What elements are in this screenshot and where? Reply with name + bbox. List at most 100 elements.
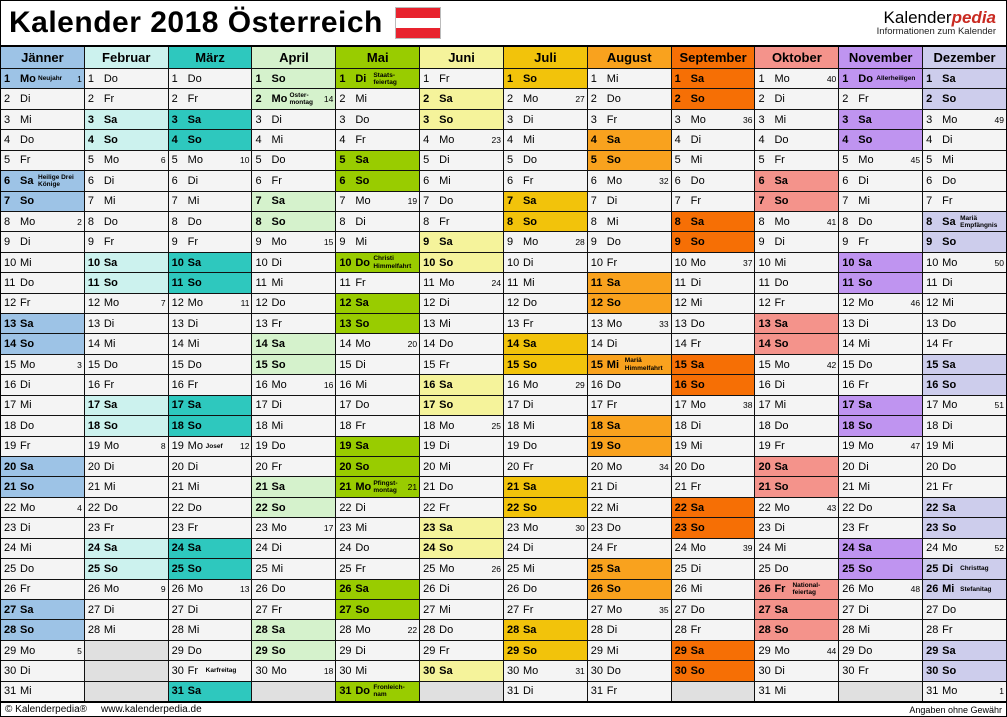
day-cell-april-2: 2 Mo Oster- montag 14 xyxy=(252,89,336,110)
day-number: 1 xyxy=(255,72,262,85)
weekday-label: Mi xyxy=(942,583,955,596)
day-cell-oktober-9: 9 Di xyxy=(755,232,839,253)
day-number: 6 xyxy=(926,174,933,187)
day-cell-m-rz-7: 7 Mi xyxy=(168,191,252,212)
day-cell-oktober-31: 31 Mi xyxy=(755,681,839,702)
day-cell-april-17: 17 Di xyxy=(252,395,336,417)
day-cell-august-15: 15 Mi Mariä Himmelfahrt xyxy=(587,354,671,376)
day-cell-juni-25: 25 Mo 26 xyxy=(420,559,503,580)
day-number: 26 xyxy=(423,583,436,596)
weekday-label: Do xyxy=(439,195,454,208)
weekday-label: Di xyxy=(187,174,199,187)
day-cell-mai-26: 26 Sa xyxy=(336,579,420,600)
weekday-label: Do xyxy=(522,154,538,167)
day-number: 26 xyxy=(87,583,101,596)
weekday-label: Mi xyxy=(858,624,870,637)
weekday-label: So xyxy=(187,562,202,575)
day-number: 29 xyxy=(842,644,855,657)
week-number: 39 xyxy=(742,543,753,554)
month-header-august: August xyxy=(587,47,672,69)
weekday-label: So xyxy=(690,236,705,249)
day-cell-juli-25: 25 Mi xyxy=(503,559,587,580)
weekday-label: Di xyxy=(20,521,31,534)
month-header-row: Jänner Februar März April Mai Juni Juli August S… xyxy=(1,47,1006,69)
day-number: 10 xyxy=(590,256,604,269)
day-cell-m-rz-9: 9 Fr xyxy=(168,232,252,253)
weekday-label: Do xyxy=(271,297,286,310)
day-number: 29 xyxy=(171,644,184,657)
day-number: 14 xyxy=(255,338,268,351)
day-number: 20 xyxy=(674,460,687,473)
website-link[interactable]: www.kalenderpedia.de xyxy=(101,704,202,715)
weekday-label: Mi xyxy=(522,276,535,289)
weekday-label: Mi xyxy=(20,399,32,412)
day-cell-dezember-10: 10 Mo 50 xyxy=(923,252,1006,274)
day-number: 25 xyxy=(423,562,436,575)
month-header-juni: Juni xyxy=(420,47,504,69)
day-cell-februar-3: 3 Sa xyxy=(84,109,168,131)
week-number: 32 xyxy=(659,175,669,186)
weekday-label: Mi xyxy=(858,481,870,494)
day-number: 28 xyxy=(590,624,604,637)
day-cell-dezember-29: 29 Sa xyxy=(923,640,1006,662)
day-number: 11 xyxy=(842,276,854,289)
weekday-label: Sa xyxy=(439,93,453,106)
day-cell-mai-12: 12 Sa xyxy=(336,293,420,315)
day-number: 9 xyxy=(87,236,94,249)
day-number: 1 xyxy=(87,72,94,85)
day-number: 20 xyxy=(506,460,520,473)
day-number: 11 xyxy=(171,276,184,289)
day-cell-april-6: 6 Fr xyxy=(252,171,336,192)
day-cell-oktober-7: 7 So xyxy=(755,191,839,212)
day-number: 12 xyxy=(171,297,184,310)
day-cell-august-9: 9 Do xyxy=(587,232,671,253)
weekday-label: So xyxy=(690,664,705,677)
weekday-label: Fr xyxy=(606,399,618,412)
day-cell-juli-9: 9 Mo 28 xyxy=(503,232,587,253)
week-number: 10 xyxy=(240,155,250,166)
weekday-label: Do xyxy=(774,562,789,575)
day-number: 24 xyxy=(842,542,855,555)
day-cell-november-26: 26 Mo 48 xyxy=(839,579,923,600)
weekday-label: Do xyxy=(690,317,705,330)
day-cell-august-23: 23 Do xyxy=(587,518,671,539)
day-cell-februar-15: 15 Do xyxy=(84,354,168,376)
weekday-label: So xyxy=(20,624,35,637)
day-cell-juli-18: 18 Mi xyxy=(503,416,587,437)
day-cell-november-18: 18 So xyxy=(839,416,923,437)
day-number: 5 xyxy=(926,154,933,167)
weekday-label: Fr xyxy=(355,276,366,289)
day-cell-februar-21: 21 Mi xyxy=(84,477,168,498)
holiday-label: Oster- montag xyxy=(289,91,313,107)
weekday-label: Di xyxy=(522,685,534,698)
day-cell-april-14: 14 Sa xyxy=(252,334,336,355)
day-cell-november-19: 19 Mo 47 xyxy=(839,436,923,458)
weekday-label: Mo xyxy=(439,133,455,146)
day-cell-september-17: 17 Mo 38 xyxy=(671,395,755,417)
day-number: 25 xyxy=(926,562,939,575)
day-number: 26 xyxy=(758,583,771,596)
day-number: 21 xyxy=(171,481,184,494)
day-cell-april-30: 30 Mo 18 xyxy=(252,661,336,682)
weekday-label: Do xyxy=(858,72,873,85)
day-number: 5 xyxy=(87,154,94,167)
month-header-november: November xyxy=(839,47,924,69)
day-number: 16 xyxy=(590,379,604,392)
weekday-label: Mo xyxy=(522,93,539,106)
weekday-label: Fr xyxy=(942,338,953,351)
day-number: 25 xyxy=(842,562,855,575)
day-number: 29 xyxy=(423,644,436,657)
day-number: 5 xyxy=(171,154,178,167)
week-number: 14 xyxy=(323,94,334,105)
weekday-label: Fr xyxy=(355,562,366,575)
day-number: 21 xyxy=(87,481,101,494)
day-number: 12 xyxy=(842,297,855,310)
day-number: 13 xyxy=(758,317,771,330)
week-number: 19 xyxy=(407,196,418,207)
day-cell-mai-5: 5 Sa xyxy=(336,150,420,172)
day-number: 21 xyxy=(674,481,687,494)
weekday-label: Sa xyxy=(439,379,453,392)
day-cell-april-9: 9 Mo 15 xyxy=(252,232,336,253)
day-cell-j-nner-20: 20 Sa xyxy=(1,457,84,478)
kalenderpedia-logo[interactable]: Kalenderpedia Informationen zum Kalender xyxy=(877,9,1000,37)
